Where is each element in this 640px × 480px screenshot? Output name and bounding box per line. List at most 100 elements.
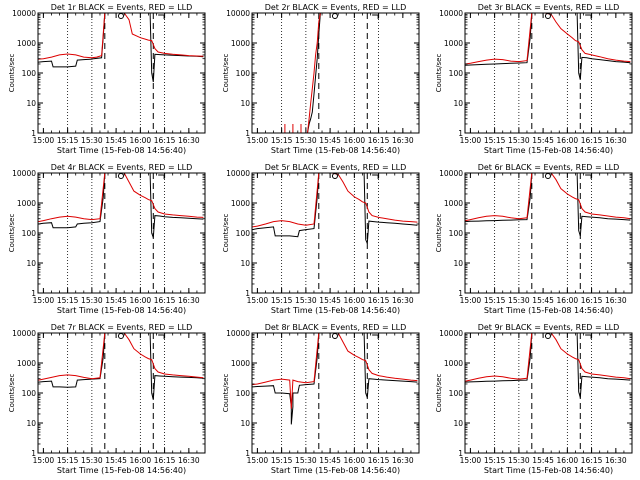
saa-marker-icon: [117, 13, 124, 19]
y-tick-label: 10000: [226, 329, 250, 338]
x-tick-label: 15:30: [508, 136, 530, 145]
x-tick-label: 16:30: [392, 296, 414, 305]
x-tick-label: 16:00: [557, 296, 579, 305]
x-axis-label: Start Time (15-Feb-08 14:56:40): [57, 306, 186, 315]
saa-marker-icon: [544, 13, 551, 19]
y-tick-label: 1: [31, 449, 36, 458]
x-tick-label: 16:30: [178, 456, 200, 465]
y-tick-label: 10: [453, 99, 463, 108]
plot-frame: [251, 12, 420, 134]
y-axis-label: Counts/sec: [8, 54, 16, 93]
x-tick-label: 15:00: [460, 296, 482, 305]
bracket-marker-icon: [585, 14, 592, 19]
x-tick-label: 16:00: [130, 296, 152, 305]
series-line-lld: [465, 13, 631, 65]
y-tick-label: 10: [453, 419, 463, 428]
y-tick-label: 10: [453, 259, 463, 268]
x-tick-label: 16:00: [130, 456, 152, 465]
bracket-marker-icon: [372, 334, 379, 339]
y-tick-label: 10: [240, 99, 250, 108]
x-tick-label: 16:30: [178, 296, 200, 305]
x-tick-label: 15:15: [271, 136, 293, 145]
x-tick-label: 15:45: [105, 456, 127, 465]
x-tick-label: 15:00: [460, 136, 482, 145]
y-axis-label: Counts/sec: [8, 374, 16, 413]
y-axis-label: Counts/sec: [435, 214, 443, 253]
y-axis-label: Counts/sec: [8, 214, 16, 253]
panel-title: Det 3r BLACK = Events, RED = LLD: [478, 3, 620, 12]
series-group: [38, 13, 204, 83]
y-tick-label: 10000: [12, 169, 36, 178]
x-tick-label: 15:30: [295, 296, 317, 305]
series-line-events: [465, 13, 631, 80]
series-group: [252, 173, 418, 244]
x-tick-label: 15:45: [532, 136, 554, 145]
y-tick-label: 10: [26, 259, 36, 268]
x-axis-label: Start Time (15-Feb-08 14:56:40): [271, 146, 400, 155]
y-tick-label: 1: [245, 129, 250, 138]
x-tick-label: 16:00: [344, 296, 366, 305]
x-tick-label: 15:45: [319, 296, 341, 305]
x-tick-label: 15:45: [319, 136, 341, 145]
x-tick-label: 16:15: [154, 456, 176, 465]
y-tick-label: 10000: [226, 9, 250, 18]
series-group: [38, 333, 204, 400]
y-tick-label: 10000: [439, 9, 463, 18]
x-axis-label: Start Time (15-Feb-08 14:56:40): [484, 466, 613, 475]
x-tick-label: 16:30: [605, 136, 627, 145]
x-tick-label: 16:15: [581, 296, 603, 305]
x-tick-label: 15:30: [81, 456, 103, 465]
x-axis-label: Start Time (15-Feb-08 14:56:40): [57, 466, 186, 475]
series-line-events: [252, 333, 418, 425]
series-line-events: [38, 333, 204, 400]
x-tick-label: 16:30: [392, 456, 414, 465]
bracket-marker-icon: [585, 334, 592, 339]
x-tick-label: 15:45: [532, 296, 554, 305]
x-tick-label: 15:30: [508, 296, 530, 305]
y-tick-label: 1000: [17, 199, 36, 208]
y-tick-label: 100: [236, 69, 251, 78]
x-tick-label: 15:15: [484, 136, 506, 145]
x-tick-label: 15:00: [33, 456, 55, 465]
x-tick-label: 16:15: [581, 136, 603, 145]
x-axis-label: Start Time (15-Feb-08 14:56:40): [484, 306, 613, 315]
saa-marker-icon: [544, 333, 551, 339]
saa-marker-icon: [117, 173, 124, 179]
x-tick-label: 15:30: [81, 296, 103, 305]
y-tick-label: 10000: [439, 329, 463, 338]
panel-det-6r: Det 6r BLACK = Events, RED = LLD 1 10 100 10…: [435, 163, 633, 315]
saa-marker-icon: [331, 173, 338, 179]
series-line-lld: [284, 13, 322, 133]
series-line-lld: [38, 13, 204, 60]
y-tick-label: 10000: [12, 9, 36, 18]
series-line-events: [38, 13, 204, 83]
x-tick-label: 16:30: [605, 296, 627, 305]
y-tick-label: 100: [236, 229, 251, 238]
y-tick-label: 100: [22, 389, 37, 398]
y-tick-label: 1: [31, 129, 36, 138]
y-tick-label: 100: [22, 69, 37, 78]
panel-det-5r: Det 5r BLACK = Events, RED = LLD 1 10 100 10…: [222, 163, 420, 315]
y-tick-label: 1000: [17, 39, 36, 48]
y-tick-label: 10: [26, 99, 36, 108]
x-tick-label: 15:30: [81, 136, 103, 145]
y-tick-label: 1: [245, 289, 250, 298]
bracket-marker-icon: [372, 14, 379, 19]
panel-det-8r: Det 8r BLACK = Events, RED = LLD 1 10 100 10…: [222, 323, 420, 475]
panel-title: Det 6r BLACK = Events, RED = LLD: [478, 163, 620, 172]
x-tick-label: 15:00: [33, 136, 55, 145]
y-tick-label: 1000: [444, 359, 463, 368]
y-tick-label: 10: [26, 419, 36, 428]
bracket-marker-icon: [158, 174, 165, 179]
series-line-events: [252, 173, 418, 244]
y-tick-label: 1: [458, 129, 463, 138]
plot-frame: [37, 172, 206, 294]
x-tick-label: 15:00: [460, 456, 482, 465]
bracket-marker-icon: [158, 334, 165, 339]
series-line-lld: [252, 173, 418, 228]
x-tick-label: 15:15: [271, 456, 293, 465]
plot-frame: [37, 332, 206, 454]
saa-marker-icon: [331, 13, 338, 19]
x-tick-label: 15:00: [247, 456, 269, 465]
